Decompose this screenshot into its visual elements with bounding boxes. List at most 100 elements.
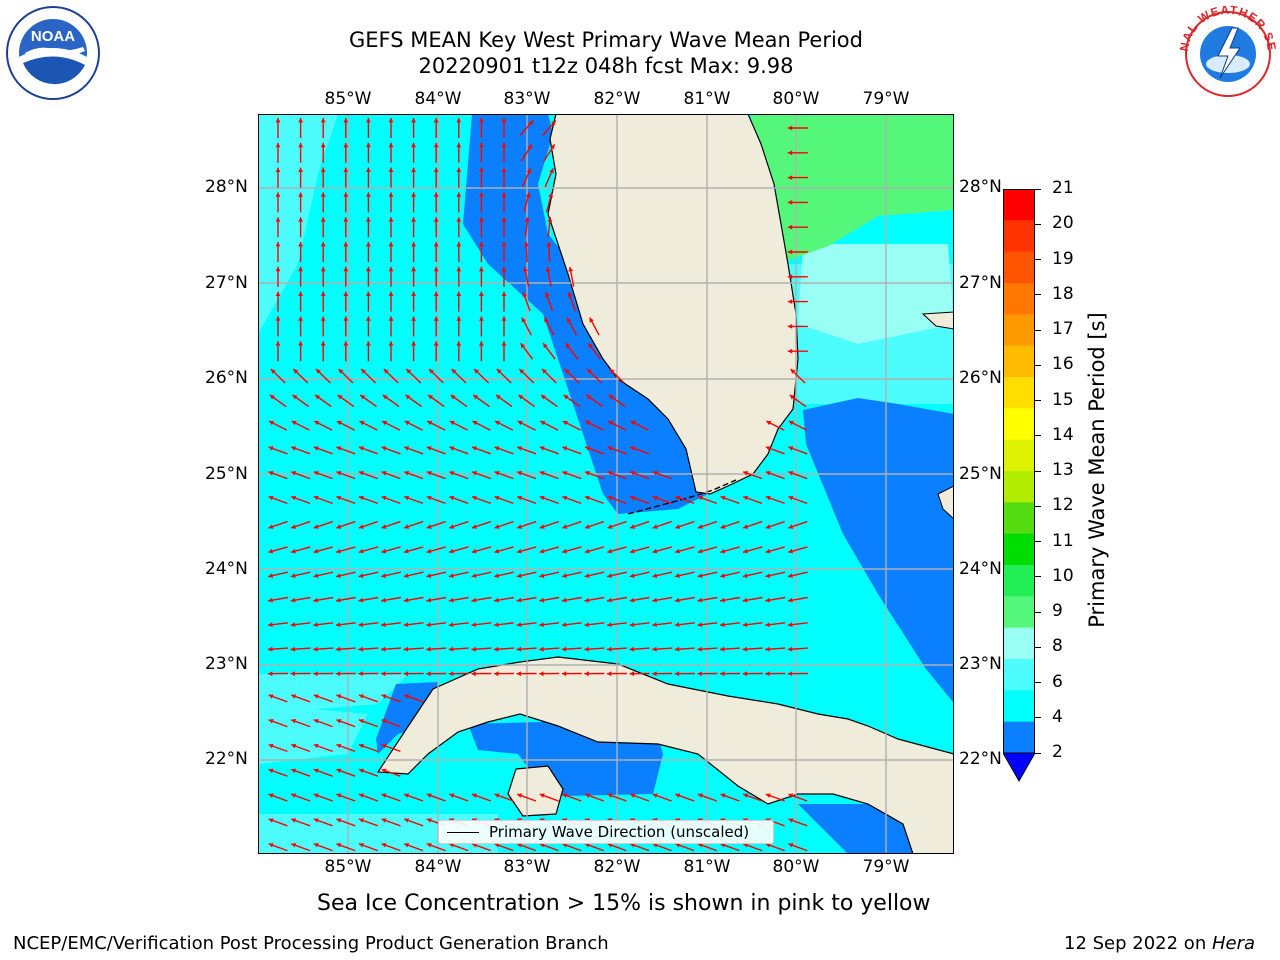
wave-arrow-head xyxy=(456,217,462,222)
wave-arrow-head xyxy=(338,369,344,374)
wave-arrow-head xyxy=(494,548,500,554)
wave-arrow-head xyxy=(524,242,529,247)
wave-arrow-head xyxy=(315,395,320,400)
wave-arrow-head xyxy=(268,646,273,652)
wave-arrow-head xyxy=(697,524,703,529)
wave-arrow-head xyxy=(720,548,726,554)
lon-label-bottom: 79°W xyxy=(862,857,910,877)
wave-arrow-head xyxy=(697,548,703,554)
wave-arrow-head xyxy=(268,548,274,554)
lat-label-right: 24°N xyxy=(959,559,1002,579)
colorbar-band xyxy=(1003,189,1035,221)
wave-arrow-head xyxy=(479,118,484,123)
wave-arrow-head xyxy=(697,671,702,677)
wave-arrow-head xyxy=(472,420,478,426)
wave-arrow-head xyxy=(516,671,521,677)
wave-arrow-head xyxy=(471,671,476,677)
wave-arrow-head xyxy=(479,167,484,172)
wave-arrow-head xyxy=(291,719,297,724)
wave-arrow-head xyxy=(359,420,365,426)
wave-arrow-head xyxy=(720,573,726,578)
colorbar-band xyxy=(1003,721,1035,754)
chart-subtitle: 20220901 t12z 048h fcst Max: 9.98 xyxy=(418,54,794,78)
wave-arrow-head xyxy=(359,495,364,501)
wave-arrow-head xyxy=(343,341,349,346)
wave-arrow-head xyxy=(313,843,319,848)
lat-label-right: 28°N xyxy=(959,177,1002,197)
wave-arrow-head xyxy=(275,242,281,247)
wave-arrow-head xyxy=(629,622,635,627)
land-isle-of-youth xyxy=(507,765,564,817)
wave-arrow-head xyxy=(788,495,794,501)
wave-arrow-head xyxy=(471,548,477,554)
legend-line xyxy=(447,831,479,833)
wave-arrow-head xyxy=(517,420,523,426)
wave-arrow-head xyxy=(343,217,349,222)
wave-arrow-head xyxy=(411,192,416,197)
wave-arrow-head xyxy=(516,622,522,627)
wave-arrow-head xyxy=(268,843,274,848)
wave-arrow-head xyxy=(450,395,456,400)
wave-arrow-head xyxy=(270,369,276,374)
wave-arrow-head xyxy=(359,719,364,724)
wave-arrow-head xyxy=(336,743,342,749)
wave-direction-arrows xyxy=(267,118,808,852)
wave-arrow-head xyxy=(787,622,793,627)
wave-arrow-head xyxy=(411,341,416,346)
colorbar-tick-label: 4 xyxy=(1052,706,1063,727)
wave-arrow-head xyxy=(291,843,297,848)
wave-arrow-head xyxy=(495,395,501,400)
wave-arrow-head xyxy=(293,369,299,374)
colorbar-title: Primary Wave Mean Period [s] xyxy=(1085,312,1109,628)
wave-arrow-head xyxy=(517,446,523,451)
wave-arrow-head xyxy=(388,266,394,272)
wave-arrow-head xyxy=(343,316,349,321)
wave-arrow-head xyxy=(539,793,545,798)
wave-arrow-head xyxy=(743,524,749,529)
wave-arrow-head xyxy=(787,348,793,354)
wave-arrow-head xyxy=(449,495,455,501)
florida-keys xyxy=(627,479,737,515)
wave-arrow-head xyxy=(381,446,387,451)
wave-arrow-head xyxy=(471,524,477,529)
wave-arrow-head xyxy=(404,548,409,554)
wave-arrow-head xyxy=(608,420,614,426)
wave-arrow-head xyxy=(388,341,394,346)
wave-arrow-head xyxy=(411,291,416,296)
wave-arrow-head xyxy=(290,622,296,627)
wave-arrow-head xyxy=(366,242,371,247)
wave-arrow-head xyxy=(291,793,297,798)
wave-arrow-head xyxy=(320,242,326,247)
wave-arrow-head xyxy=(411,167,416,172)
wave-arrow-head xyxy=(521,317,526,323)
wave-arrow-head xyxy=(652,793,658,798)
wave-arrow-head xyxy=(359,843,364,848)
wave-arrow-head xyxy=(494,446,500,451)
wave-arrow-head xyxy=(404,793,410,798)
wave-arrow-head xyxy=(561,622,567,627)
wave-arrow-head xyxy=(585,471,590,476)
wave-arrow-head xyxy=(336,573,341,578)
wave-arrow-head xyxy=(381,671,386,677)
wave-arrow-head xyxy=(456,167,462,172)
wave-arrow-head xyxy=(520,343,526,349)
footer-date-text: 12 Sep 2022 on xyxy=(1064,933,1212,954)
wave-arrow-head xyxy=(539,446,545,451)
nws-logo: NATIONAL WEATHER SERVICE xyxy=(1173,0,1278,98)
wave-arrow-head xyxy=(292,395,298,400)
colorbar-tick-mark xyxy=(1035,223,1041,225)
wave-arrow-head xyxy=(494,843,500,848)
wave-arrow-head xyxy=(320,291,326,296)
lat-label-left: 25°N xyxy=(205,464,248,484)
wave-arrow-head xyxy=(765,622,770,627)
colorbar-tick-label: 17 xyxy=(1052,319,1074,339)
wave-arrow-head xyxy=(584,646,589,652)
wave-arrow-head xyxy=(358,646,363,652)
wave-arrow-head xyxy=(298,242,303,247)
lon-label-top: 83°W xyxy=(503,89,551,109)
wave-arrow-head xyxy=(549,168,554,174)
wave-arrow-head xyxy=(381,793,387,798)
wave-arrow-head xyxy=(291,768,297,774)
wave-arrow-head xyxy=(320,217,326,222)
wave-arrow-head xyxy=(546,242,552,247)
